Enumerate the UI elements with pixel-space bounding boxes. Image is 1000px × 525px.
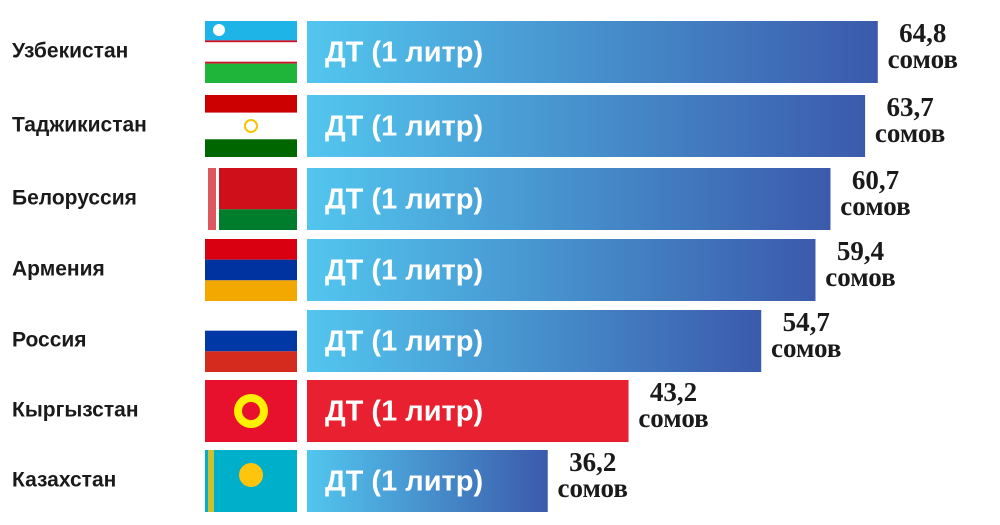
value-label-line: сомов — [888, 44, 958, 74]
flag-stripe — [205, 95, 297, 113]
category-label: Армения — [12, 258, 105, 281]
flag-stripe — [205, 40, 297, 43]
flag-stripe — [205, 259, 297, 281]
category-label: Белоруссия — [12, 187, 137, 210]
value-label-line: сомов — [875, 118, 945, 148]
bar-label: ДТ (1 литр) — [325, 37, 483, 69]
category-label: Казахстан — [12, 469, 116, 492]
value-label-line: 60,7 — [852, 165, 899, 195]
value-label-line: 59,4 — [837, 236, 884, 266]
category-label: Россия — [12, 329, 87, 352]
flag-stripe — [205, 42, 297, 62]
value-label-line: сомов — [771, 333, 841, 363]
bar-label: ДТ (1 литр) — [325, 396, 483, 428]
flag-emblem — [242, 402, 260, 420]
bar — [307, 239, 816, 301]
value-label-line: сомов — [638, 403, 708, 433]
bar-label: ДТ (1 литр) — [325, 255, 483, 287]
bar — [307, 168, 831, 230]
value-label: 60,7 сомов — [840, 165, 910, 221]
bar-label: ДТ (1 литр) — [325, 184, 483, 216]
flags — [205, 21, 297, 512]
bar — [307, 380, 629, 442]
flag-stripe — [205, 330, 297, 352]
value-label-line: 63,7 — [886, 92, 933, 122]
value-label-line: сомов — [825, 262, 895, 292]
flag-stripe — [205, 280, 297, 301]
flag-stripe — [205, 61, 297, 64]
bar — [307, 95, 866, 157]
value-label: 63,7 сомов — [875, 92, 945, 148]
bar — [307, 450, 548, 512]
value-label: 64,8 сомов — [888, 18, 958, 74]
value-label-line: сомов — [558, 473, 628, 503]
bar-label: ДТ (1 литр) — [325, 111, 483, 143]
flag-stripe — [205, 239, 297, 260]
flag-stripe — [205, 351, 297, 372]
flag-ornament — [208, 168, 216, 230]
value-label: 36,2 сомов — [558, 447, 628, 503]
category-label: Таджикистан — [12, 114, 147, 137]
bar-label: ДТ (1 литр) — [325, 326, 483, 358]
flag-emblem — [244, 119, 258, 133]
category-label: Кыргызстан — [12, 399, 139, 422]
bar-label: ДТ (1 литр) — [325, 466, 483, 498]
value-label-line: сомов — [840, 191, 910, 221]
bar — [307, 310, 762, 372]
flag-stripe — [205, 21, 297, 41]
flag-stripe — [205, 112, 297, 140]
bar — [307, 21, 878, 83]
flag-emblem — [239, 463, 263, 487]
value-label-line: 54,7 — [783, 307, 830, 337]
value-label: 59,4 сомов — [825, 236, 895, 292]
value-label: 43,2 сомов — [638, 377, 708, 433]
flag-stripe — [205, 139, 297, 157]
flag-ornament — [208, 450, 214, 512]
flag-emblem — [213, 24, 225, 36]
category-label: Узбекистан — [12, 40, 128, 63]
flag-stripe — [205, 63, 297, 83]
value-label-line: 36,2 — [569, 447, 616, 477]
value-label: 54,7 сомов — [771, 307, 841, 363]
flag-stripe — [205, 310, 297, 331]
flag-stripe — [205, 168, 297, 210]
value-label-line: 43,2 — [650, 377, 697, 407]
flag-stripe — [205, 209, 297, 230]
value-label-line: 64,8 — [899, 18, 946, 48]
